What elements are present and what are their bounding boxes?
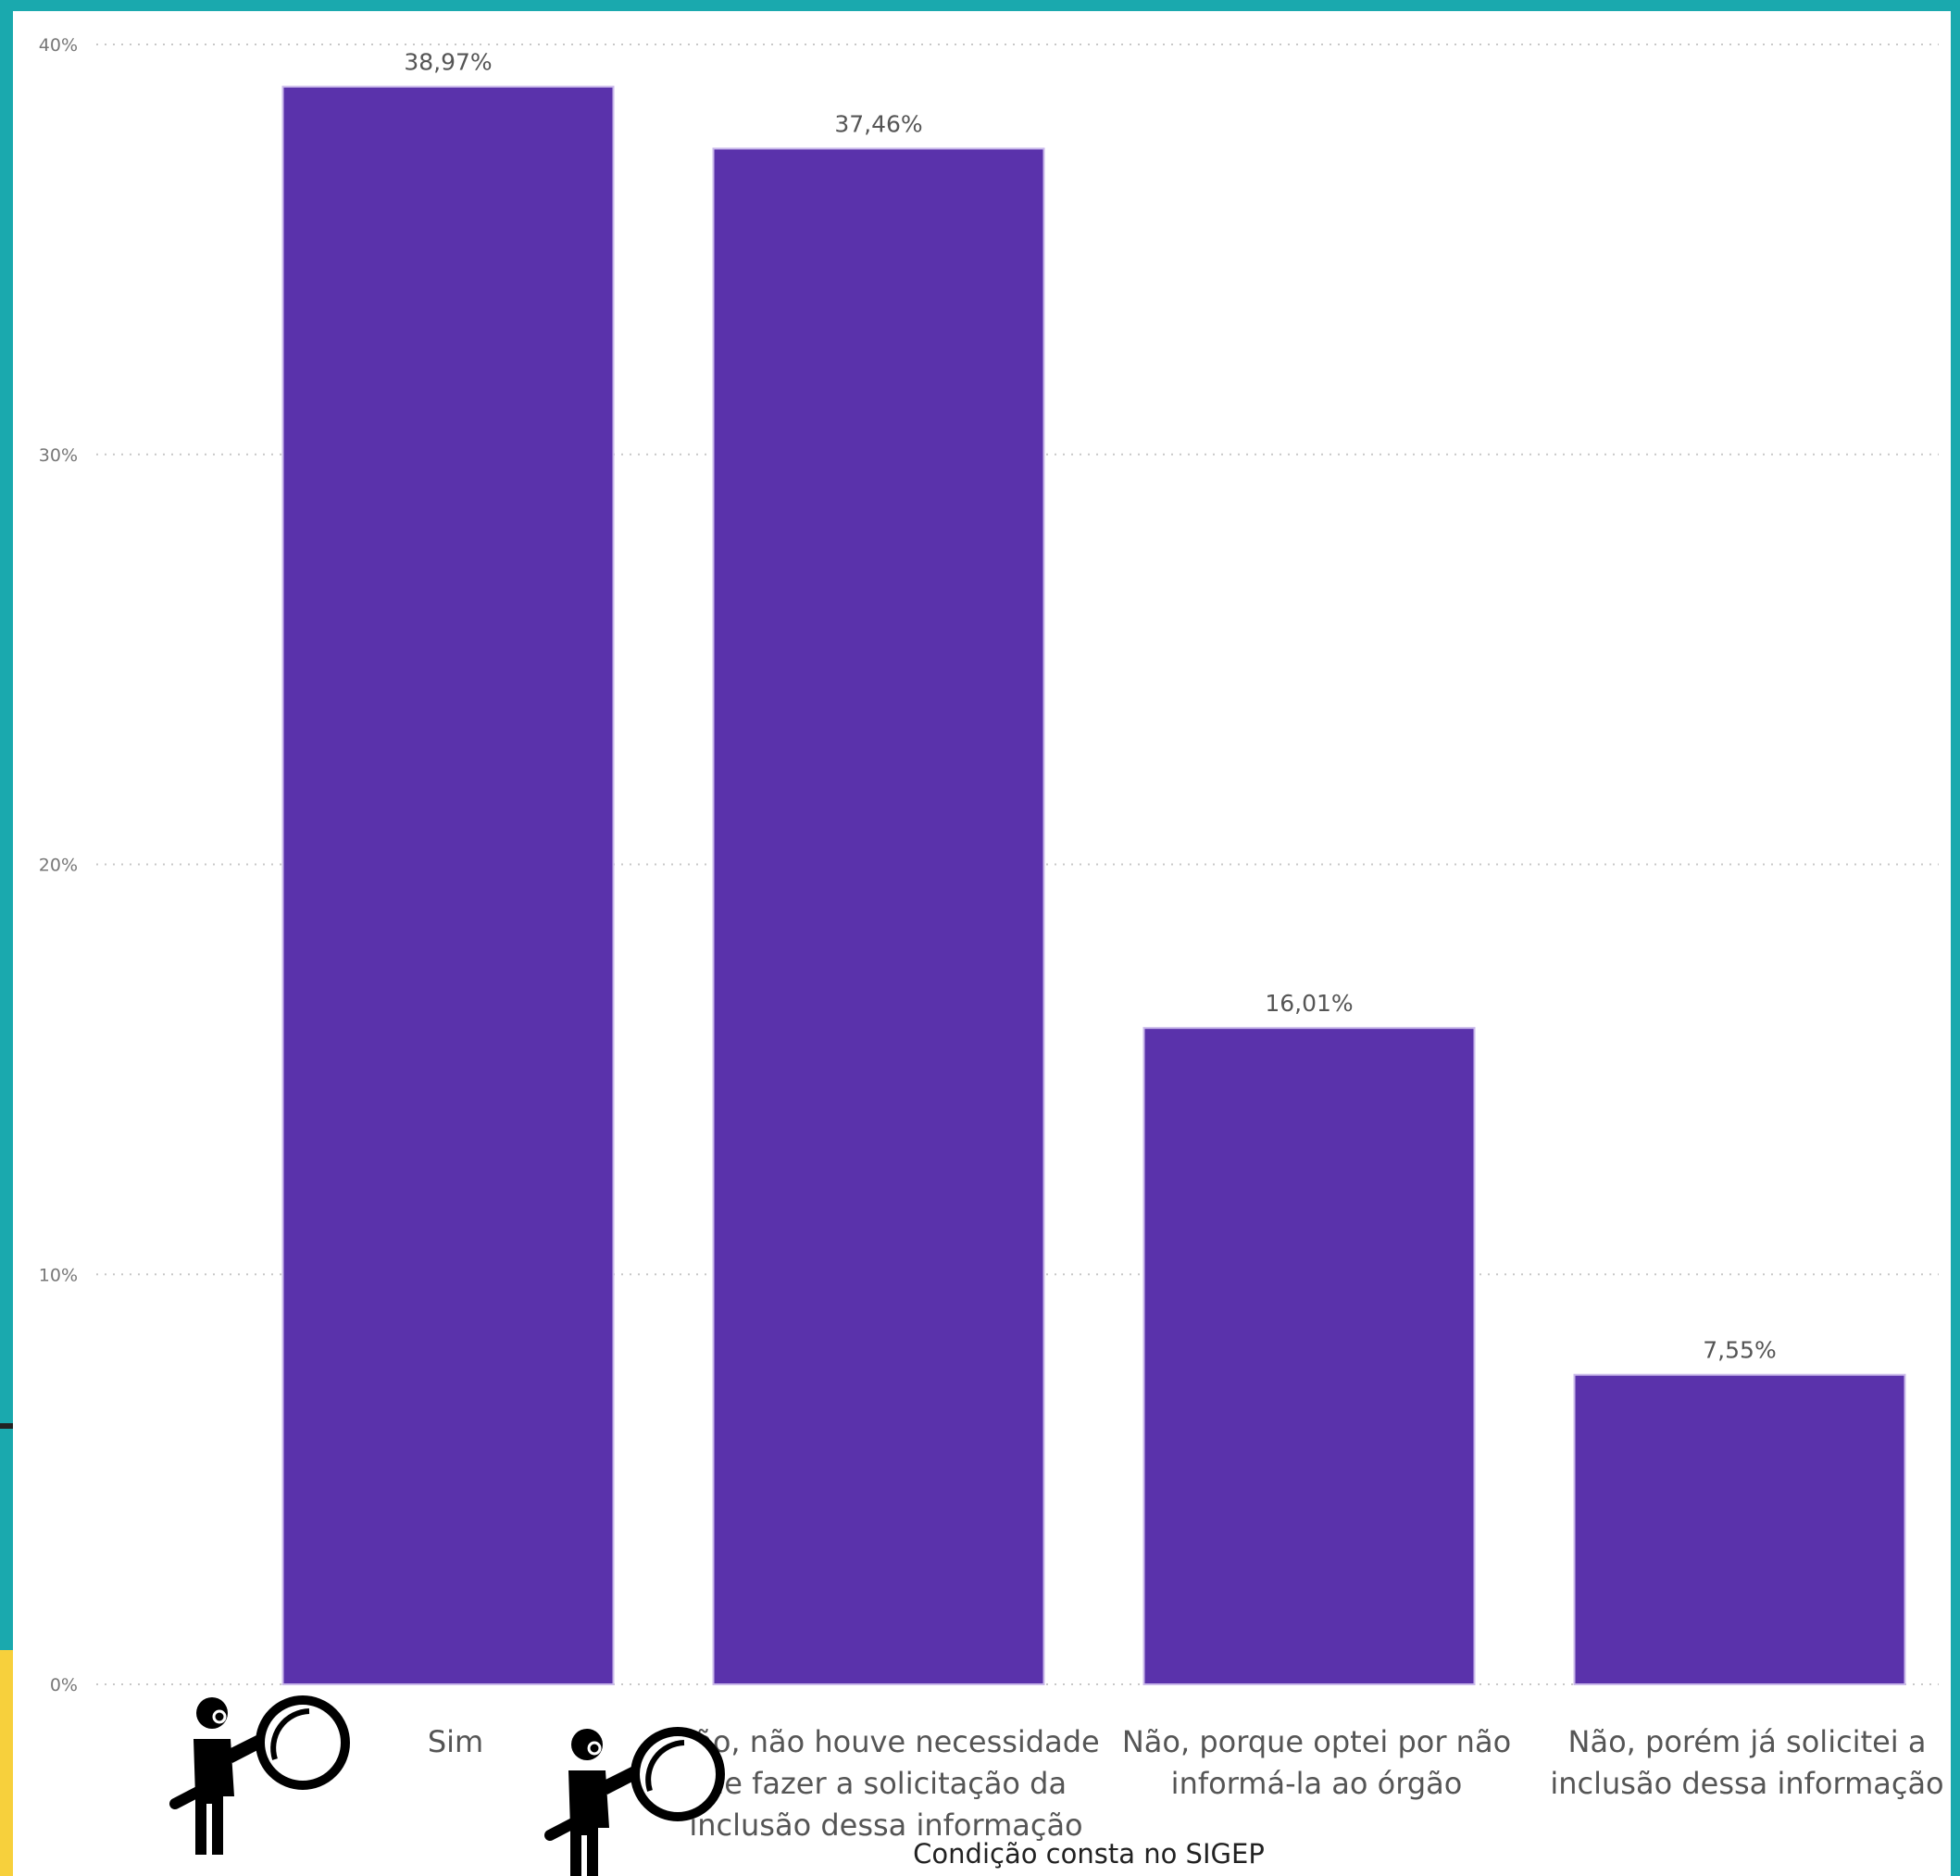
data-labels: 38,97% 37,46% 16,01% 7,55% [404, 49, 1776, 1364]
bar[interactable] [281, 85, 615, 1685]
data-label: 16,01% [1265, 990, 1353, 1017]
bar[interactable] [1142, 1027, 1476, 1685]
category-label-line: inclusão dessa informação [689, 1807, 1082, 1843]
bar[interactable] [712, 147, 1045, 1685]
category-label: Não, porém já solicitei a inclusão dessa … [1550, 1724, 1943, 1801]
category-label: Sim [428, 1724, 483, 1759]
data-label: 37,46% [834, 110, 922, 137]
category-label-line: Não, porque optei por não [1122, 1724, 1511, 1759]
data-label: 38,97% [404, 49, 492, 76]
category-label: Não, não houve necessidade de fazer a sol… [672, 1724, 1099, 1843]
category-label-line: de fazer a solicitação da [705, 1766, 1067, 1801]
category-label-line: inclusão dessa informação [1550, 1766, 1943, 1801]
person-magnifier-icon [169, 1695, 350, 1855]
person-magnifier-icon [544, 1727, 725, 1876]
category-label-line: Não, não houve necessidade [672, 1724, 1099, 1759]
y-tick-label: 10% [39, 1265, 78, 1285]
category-label-line: informá-la ao órgão [1171, 1766, 1463, 1801]
chart-panel: 0% 10% 20% 30% 40% 38,97% 37,46% 16,01% 7,55% S… [13, 11, 1951, 1876]
category-label: Não, porque optei por não informá-la ao ó… [1122, 1724, 1511, 1801]
bar-chart: 0% 10% 20% 30% 40% 38,97% 37,46% 16,01% 7,55% S… [39, 35, 1944, 1876]
y-tick-label: 30% [39, 445, 78, 466]
bar[interactable] [1573, 1373, 1906, 1685]
y-tick-label: 20% [39, 856, 78, 876]
left-edge-dark-strip [0, 1423, 13, 1429]
category-label-line: Sim [428, 1724, 483, 1759]
x-axis-title: Condição consta no SIGEP [913, 1838, 1265, 1870]
category-labels: Sim Não, não houve necessidade de fazer a … [428, 1724, 1944, 1843]
y-tick-label: 0% [50, 1675, 78, 1695]
y-axis-ticks: 0% 10% 20% 30% 40% [39, 35, 78, 1695]
category-label-line: Não, porém já solicitei a [1568, 1724, 1927, 1759]
bars [281, 85, 1906, 1685]
y-tick-label: 40% [39, 35, 78, 56]
left-edge-yellow-strip [0, 1650, 13, 1876]
data-label: 7,55% [1703, 1337, 1776, 1364]
